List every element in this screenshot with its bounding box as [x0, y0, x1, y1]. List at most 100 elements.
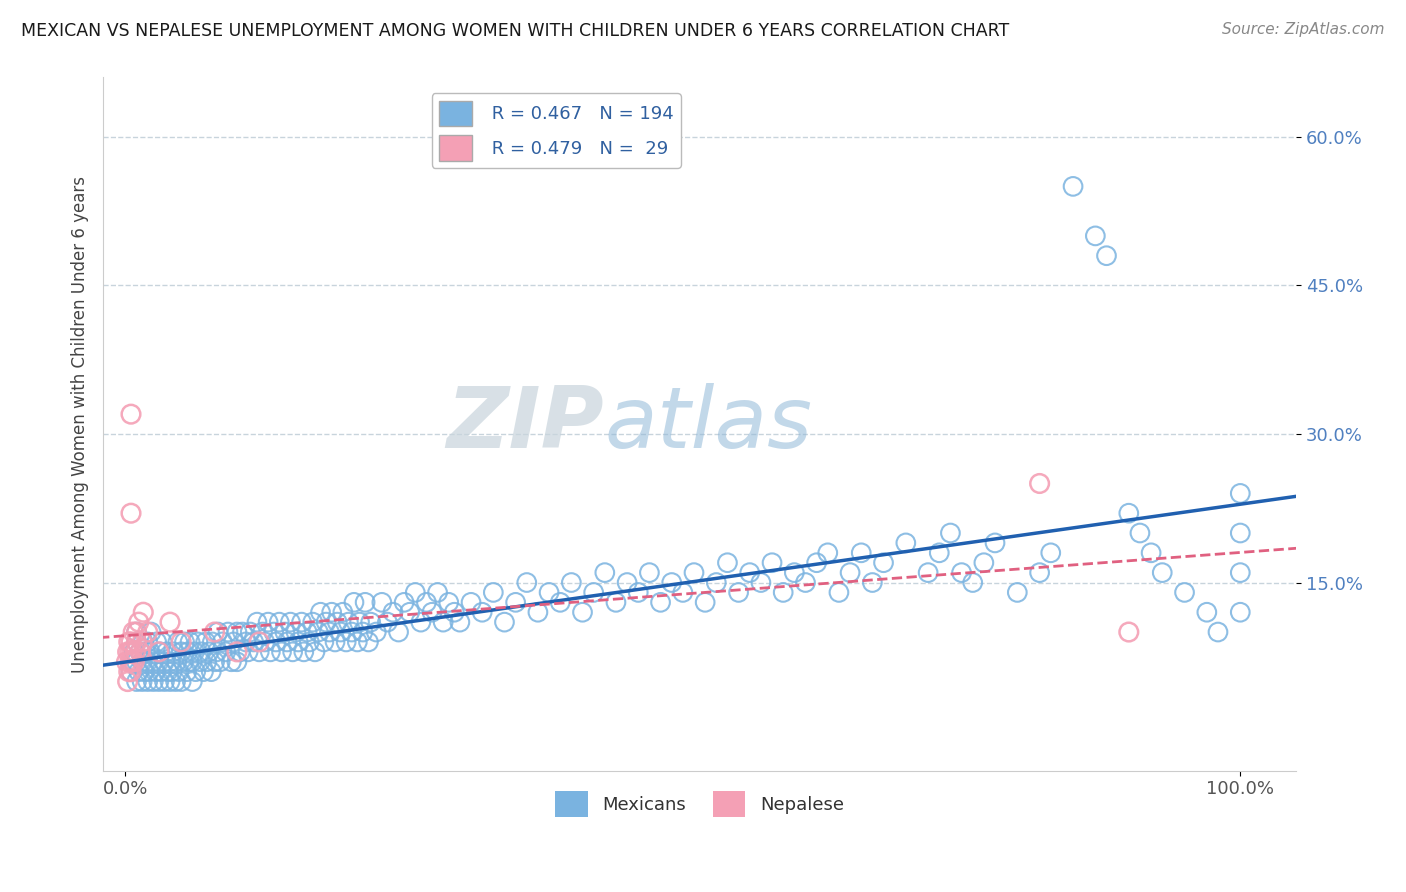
Point: [1140, 546, 1163, 560]
Point: [247, 635, 270, 649]
Point: [962, 575, 984, 590]
Point: [851, 546, 873, 560]
Point: [326, 615, 349, 629]
Point: [783, 566, 806, 580]
Point: [167, 665, 190, 679]
Point: [392, 595, 415, 609]
Point: [727, 585, 749, 599]
Point: [312, 635, 335, 649]
Point: [527, 605, 550, 619]
Point: [222, 635, 245, 649]
Point: [360, 615, 382, 629]
Point: [188, 655, 211, 669]
Point: [201, 635, 224, 649]
Point: [290, 615, 312, 629]
Point: [738, 566, 761, 580]
Point: [170, 645, 193, 659]
Text: atlas: atlas: [605, 383, 813, 466]
Point: [377, 615, 399, 629]
Point: [252, 625, 274, 640]
Point: [246, 615, 269, 629]
Point: [806, 556, 828, 570]
Point: [704, 575, 727, 590]
Point: [131, 655, 153, 669]
Point: [145, 635, 167, 649]
Point: [387, 625, 409, 640]
Point: [460, 595, 482, 609]
Point: [122, 625, 145, 640]
Point: [120, 407, 142, 421]
Y-axis label: Unemployment Among Women with Children Under 6 years: Unemployment Among Women with Children U…: [72, 176, 89, 673]
Point: [128, 615, 150, 629]
Point: [404, 585, 426, 599]
Point: [1173, 585, 1195, 599]
Point: [1039, 546, 1062, 560]
Point: [298, 635, 321, 649]
Point: [242, 635, 264, 649]
Point: [860, 575, 883, 590]
Point: [136, 625, 159, 640]
Point: [307, 625, 329, 640]
Point: [984, 536, 1007, 550]
Point: [323, 635, 346, 649]
Text: MEXICAN VS NEPALESE UNEMPLOYMENT AMONG WOMEN WITH CHILDREN UNDER 6 YEARS CORRELA: MEXICAN VS NEPALESE UNEMPLOYMENT AMONG W…: [21, 22, 1010, 40]
Point: [179, 635, 201, 649]
Point: [270, 645, 292, 659]
Point: [950, 566, 973, 580]
Point: [772, 585, 794, 599]
Point: [128, 665, 150, 679]
Point: [1118, 625, 1140, 640]
Point: [264, 635, 287, 649]
Point: [917, 566, 939, 580]
Point: [1028, 566, 1050, 580]
Point: [165, 674, 187, 689]
Point: [304, 645, 326, 659]
Point: [329, 625, 352, 640]
Point: [136, 674, 159, 689]
Point: [139, 645, 162, 659]
Point: [605, 595, 627, 609]
Point: [332, 605, 354, 619]
Point: [973, 556, 995, 570]
Point: [148, 655, 170, 669]
Point: [149, 645, 172, 659]
Point: [181, 674, 204, 689]
Point: [276, 635, 298, 649]
Point: [593, 566, 616, 580]
Point: [309, 605, 332, 619]
Point: [321, 605, 343, 619]
Point: [449, 615, 471, 629]
Point: [190, 645, 212, 659]
Point: [482, 585, 505, 599]
Point: [548, 595, 571, 609]
Point: [120, 665, 142, 679]
Point: [159, 674, 181, 689]
Point: [198, 645, 221, 659]
Point: [471, 605, 494, 619]
Point: [281, 645, 304, 659]
Point: [125, 674, 148, 689]
Point: [120, 506, 142, 520]
Point: [672, 585, 695, 599]
Point: [371, 595, 394, 609]
Point: [229, 645, 252, 659]
Point: [872, 556, 894, 570]
Point: [173, 635, 195, 649]
Point: [125, 655, 148, 669]
Point: [148, 645, 170, 659]
Point: [398, 605, 420, 619]
Point: [257, 615, 280, 629]
Point: [1095, 249, 1118, 263]
Point: [269, 615, 291, 629]
Point: [939, 526, 962, 541]
Point: [153, 655, 176, 669]
Point: [115, 655, 138, 669]
Point: [409, 615, 432, 629]
Point: [1129, 526, 1152, 541]
Point: [181, 655, 204, 669]
Point: [162, 665, 184, 679]
Point: [695, 595, 717, 609]
Point: [560, 575, 582, 590]
Point: [194, 635, 217, 649]
Point: [828, 585, 851, 599]
